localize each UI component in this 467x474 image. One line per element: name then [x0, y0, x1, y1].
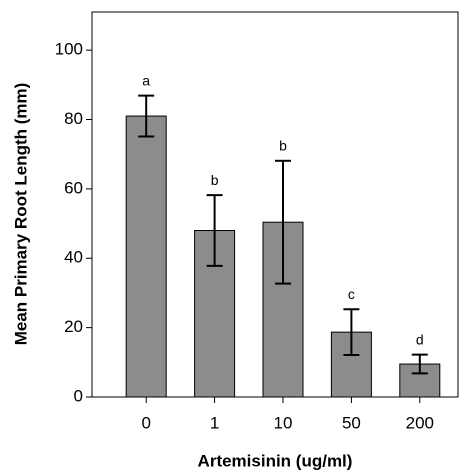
significance-letter: d: [416, 331, 424, 347]
error-bar: [138, 94, 155, 138]
error-bar: [206, 194, 223, 267]
error-bar: [275, 159, 291, 285]
y-tick-label: 80: [64, 109, 83, 128]
x-tick-label: 10: [274, 413, 293, 432]
error-bar: [343, 308, 360, 357]
bar: [125, 115, 167, 398]
x-tick-label: 200: [406, 413, 434, 432]
y-tick-label: 100: [55, 40, 83, 59]
significance-letter: c: [348, 286, 355, 302]
x-tick-label: 1: [210, 413, 219, 432]
x-tick-label: 0: [141, 413, 150, 432]
bar: [399, 363, 441, 398]
y-axis-title: Mean Primary Root Length (mm): [11, 83, 30, 346]
y-tick-label: 20: [64, 317, 83, 336]
x-axis-title: Artemisinin (ug/ml): [198, 451, 353, 470]
y-tick-label: 0: [74, 386, 83, 405]
y-tick-label: 40: [64, 248, 83, 267]
significance-letter: b: [211, 172, 219, 188]
error-bar: [411, 353, 428, 375]
x-tick-label: 50: [342, 413, 361, 432]
significance-letter: b: [279, 138, 287, 154]
significance-letter: a: [142, 72, 150, 88]
y-tick-label: 60: [64, 178, 83, 197]
